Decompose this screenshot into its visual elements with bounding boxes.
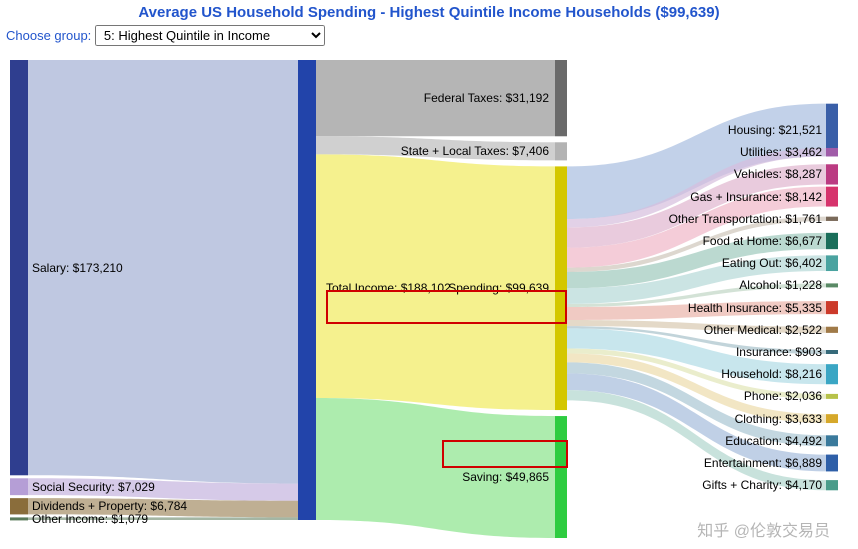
- sankey-label: Household: $8,216: [721, 367, 822, 381]
- sankey-label: Other Income: $1,079: [32, 512, 148, 526]
- sankey-label: Insurance: $903: [736, 345, 822, 359]
- control-label: Choose group:: [6, 28, 91, 43]
- sankey-label: Gifts + Charity: $4,170: [702, 478, 822, 492]
- group-select[interactable]: 5: Highest Quintile in Income: [95, 25, 325, 46]
- sankey-label: Phone: $2,036: [744, 389, 822, 403]
- sankey-label: Utilities: $3,462: [740, 145, 822, 159]
- sankey-label: Salary: $173,210: [32, 261, 123, 275]
- page-title: Average US Household Spending - Highest …: [0, 0, 858, 23]
- group-selector-row: Choose group: 5: Highest Quintile in Inc…: [0, 23, 858, 50]
- sankey-label: Food at Home: $6,677: [703, 234, 822, 248]
- sankey-label: Social Security: $7,029: [32, 480, 155, 494]
- sankey-label: Education: $4,492: [725, 434, 822, 448]
- sankey-label: Other Medical: $2,522: [704, 323, 822, 337]
- sankey-label: Gas + Insurance: $8,142: [690, 190, 822, 204]
- sankey-label: Clothing: $3,633: [735, 412, 822, 426]
- sankey-label: Total Income: $188,102: [326, 281, 451, 295]
- sankey-chart: Salary: $173,210Social Security: $7,029D…: [0, 50, 858, 545]
- sankey-label: Eating Out: $6,402: [722, 256, 822, 270]
- sankey-label: Entertainment: $6,889: [704, 456, 822, 470]
- sankey-label: Housing: $21,521: [728, 123, 822, 137]
- sankey-label: Federal Taxes: $31,192: [424, 91, 549, 105]
- sankey-label: Alcohol: $1,228: [739, 278, 822, 292]
- sankey-label: Spending: $99,639: [448, 281, 549, 295]
- sankey-label: Vehicles: $8,287: [734, 167, 822, 181]
- sankey-label: State + Local Taxes: $7,406: [401, 144, 549, 158]
- sankey-label: Saving: $49,865: [462, 470, 549, 484]
- sankey-label: Health Insurance: $5,335: [688, 301, 822, 315]
- sankey-label: Other Transportation: $1,761: [669, 212, 822, 226]
